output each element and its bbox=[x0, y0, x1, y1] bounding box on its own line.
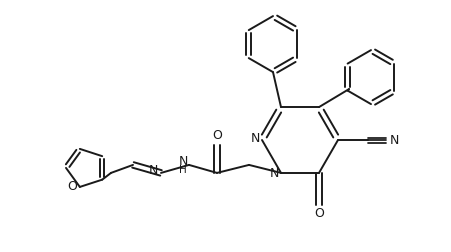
Text: N: N bbox=[389, 134, 399, 146]
Text: N: N bbox=[269, 167, 279, 180]
Text: O: O bbox=[314, 207, 324, 220]
Text: N: N bbox=[250, 133, 260, 145]
Text: N: N bbox=[148, 164, 158, 177]
Text: H: H bbox=[179, 165, 187, 175]
Text: O: O bbox=[212, 130, 222, 142]
Text: N: N bbox=[178, 155, 188, 168]
Text: O: O bbox=[67, 180, 77, 194]
